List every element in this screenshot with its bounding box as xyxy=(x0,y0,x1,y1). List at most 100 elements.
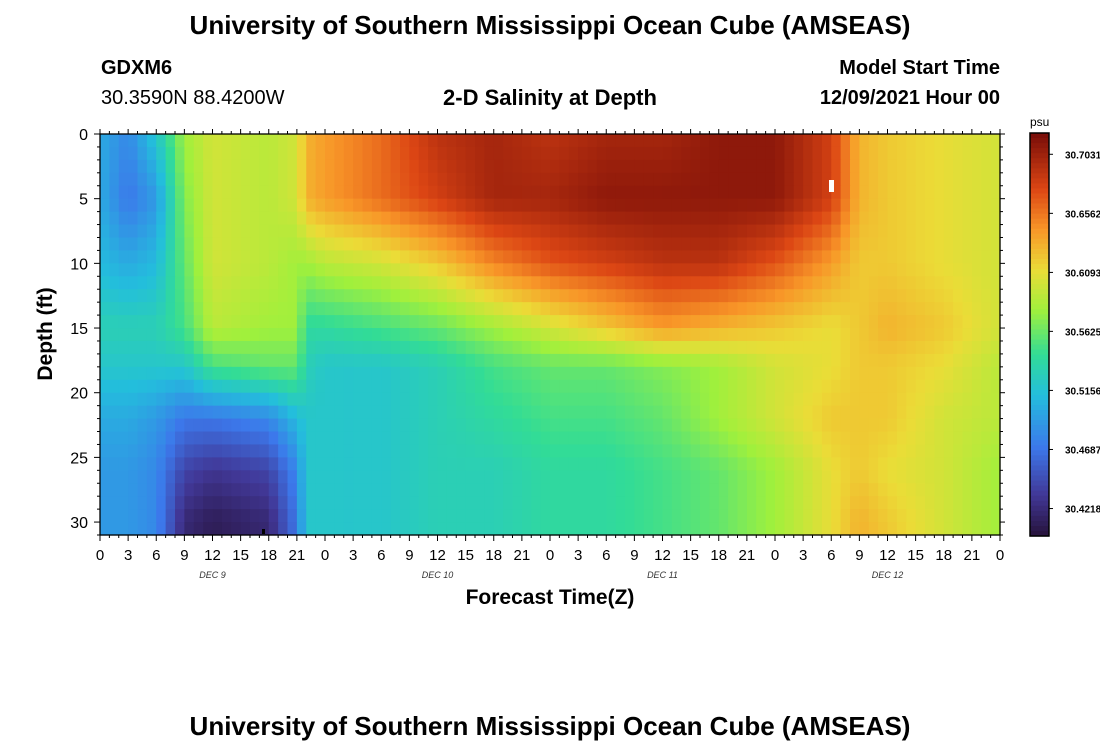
heatmap-cell xyxy=(821,496,832,510)
heatmap-cell xyxy=(840,379,851,394)
heatmap-cell xyxy=(662,522,673,536)
heatmap-cell xyxy=(840,134,851,148)
heatmap-cell xyxy=(559,379,570,394)
heatmap-cell xyxy=(578,392,589,407)
heatmap-cell xyxy=(653,496,664,510)
heatmap-cell xyxy=(362,418,373,433)
heatmap-cell xyxy=(175,328,185,342)
heatmap-cell xyxy=(343,340,354,355)
colorbar-segment xyxy=(1030,334,1049,341)
heatmap-cell xyxy=(203,289,214,303)
heatmap-cell xyxy=(700,237,710,252)
heatmap-cell xyxy=(625,263,635,277)
heatmap-cell xyxy=(512,185,523,200)
heatmap-cell xyxy=(193,224,204,239)
heatmap-cell xyxy=(953,237,964,252)
heatmap-cell xyxy=(193,302,204,316)
heatmap-cell xyxy=(418,328,429,342)
heatmap-cell xyxy=(465,418,476,433)
heatmap-cell xyxy=(371,276,382,290)
heatmap-cell xyxy=(887,379,898,394)
heatmap-cell xyxy=(896,250,907,264)
heatmap-cell xyxy=(437,224,448,239)
heatmap-cell xyxy=(784,418,795,433)
heatmap-cell xyxy=(371,392,382,407)
heatmap-cell xyxy=(925,224,935,239)
heatmap-cell xyxy=(887,470,898,484)
heatmap-cell xyxy=(221,302,232,316)
heatmap-cell xyxy=(531,211,542,226)
heatmap-cell xyxy=(531,522,542,536)
heatmap-cell xyxy=(493,418,504,433)
heatmap-cell xyxy=(100,302,110,316)
heatmap-cell xyxy=(709,470,720,484)
heatmap-cell xyxy=(250,146,260,161)
heatmap-cell xyxy=(681,353,692,368)
heatmap-cell xyxy=(821,172,832,187)
heatmap-cell xyxy=(390,263,401,277)
heatmap-cell xyxy=(850,159,860,174)
heatmap-cell xyxy=(953,405,964,420)
colorbar-segment xyxy=(1030,263,1049,270)
heatmap-cell xyxy=(578,302,589,316)
heatmap-cell xyxy=(821,444,832,458)
heatmap-cell xyxy=(578,379,589,394)
heatmap-cell xyxy=(390,134,401,148)
heatmap-cell xyxy=(231,418,242,433)
heatmap-cell xyxy=(831,289,842,303)
heatmap-cell xyxy=(681,328,692,342)
heatmap-cell xyxy=(662,237,673,252)
heatmap-cell xyxy=(765,522,776,536)
heatmap-cell xyxy=(371,302,382,316)
heatmap-cell xyxy=(334,289,345,303)
heatmap-cell xyxy=(512,159,523,174)
heatmap-cell xyxy=(784,250,795,264)
heatmap-cell xyxy=(231,509,242,523)
heatmap-cell xyxy=(971,328,982,342)
heatmap-cell xyxy=(653,483,664,497)
heatmap-cell xyxy=(606,328,617,342)
heatmap-cell xyxy=(540,353,551,368)
heatmap-cell xyxy=(625,211,635,226)
heatmap-cell xyxy=(587,276,598,290)
colorbar-segment xyxy=(1030,269,1049,275)
heatmap-cell xyxy=(362,289,373,303)
heatmap-cell xyxy=(381,496,392,510)
heatmap-cell xyxy=(259,172,270,187)
heatmap-cell xyxy=(371,211,382,226)
heatmap-cell xyxy=(709,134,720,148)
heatmap-cell xyxy=(465,470,476,484)
heatmap-cell xyxy=(718,457,729,471)
heatmap-cell xyxy=(231,276,242,290)
heatmap-cell xyxy=(821,146,832,161)
heatmap-cell xyxy=(587,159,598,174)
heatmap-cell xyxy=(681,444,692,458)
heatmap-cell xyxy=(137,444,148,458)
heatmap-cell xyxy=(906,289,917,303)
heatmap-cell xyxy=(906,379,917,394)
heatmap-cell xyxy=(728,444,739,458)
heatmap-cell xyxy=(953,172,964,187)
x-tick-label: 12 xyxy=(654,547,671,564)
heatmap-cell xyxy=(878,289,889,303)
heatmap-cell xyxy=(203,483,214,497)
heatmap-cell xyxy=(981,146,992,161)
heatmap-cell xyxy=(662,289,673,303)
heatmap-cell xyxy=(981,315,992,329)
heatmap-cell xyxy=(128,431,139,446)
heatmap-cell xyxy=(681,159,692,174)
heatmap-cell xyxy=(325,431,335,446)
heatmap-cell xyxy=(278,159,289,174)
heatmap-cell xyxy=(634,483,645,497)
heatmap-cell xyxy=(109,263,120,277)
heatmap-cell xyxy=(634,431,645,446)
heatmap-cell xyxy=(718,470,729,484)
heatmap-cell xyxy=(287,509,298,523)
heatmap-cell xyxy=(934,444,945,458)
colorbar-segment xyxy=(1030,520,1049,527)
heatmap-cell xyxy=(812,418,823,433)
heatmap-cell xyxy=(906,483,917,497)
heatmap-cell xyxy=(334,134,345,148)
heatmap-cell xyxy=(409,418,420,433)
heatmap-cell xyxy=(859,198,870,213)
